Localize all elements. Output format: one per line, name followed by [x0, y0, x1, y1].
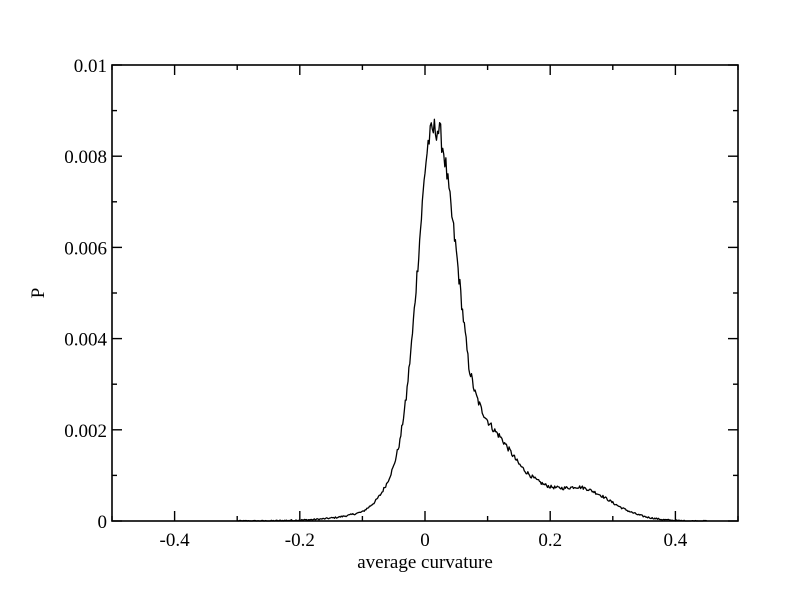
y-tick-label: 0 — [98, 512, 108, 533]
y-tick-label: 0.01 — [74, 56, 107, 77]
x-tick-label: -0.2 — [285, 530, 315, 551]
x-tick-label: 0.2 — [538, 530, 562, 551]
x-tick-label: 0.4 — [664, 530, 688, 551]
y-tick-label: 0.008 — [64, 147, 107, 168]
axis-ticks — [111, 64, 739, 522]
series-line — [237, 118, 708, 522]
y-tick-label: 0.004 — [64, 330, 107, 351]
tick-labels: -0.4 -0.2 0 0.2 0.4 0 0.002 0.004 0.006 0.008 0.01 — [64, 56, 688, 551]
y-axis-label: P — [28, 288, 49, 299]
y-tick-label: 0.006 — [64, 238, 107, 259]
series-layer — [237, 118, 708, 522]
y-tick-label: 0.002 — [64, 421, 107, 442]
x-tick-label: 0 — [420, 530, 430, 551]
x-tick-label: -0.4 — [160, 530, 191, 551]
plot-frame — [111, 64, 739, 522]
x-axis-label: average curvature — [357, 552, 493, 573]
